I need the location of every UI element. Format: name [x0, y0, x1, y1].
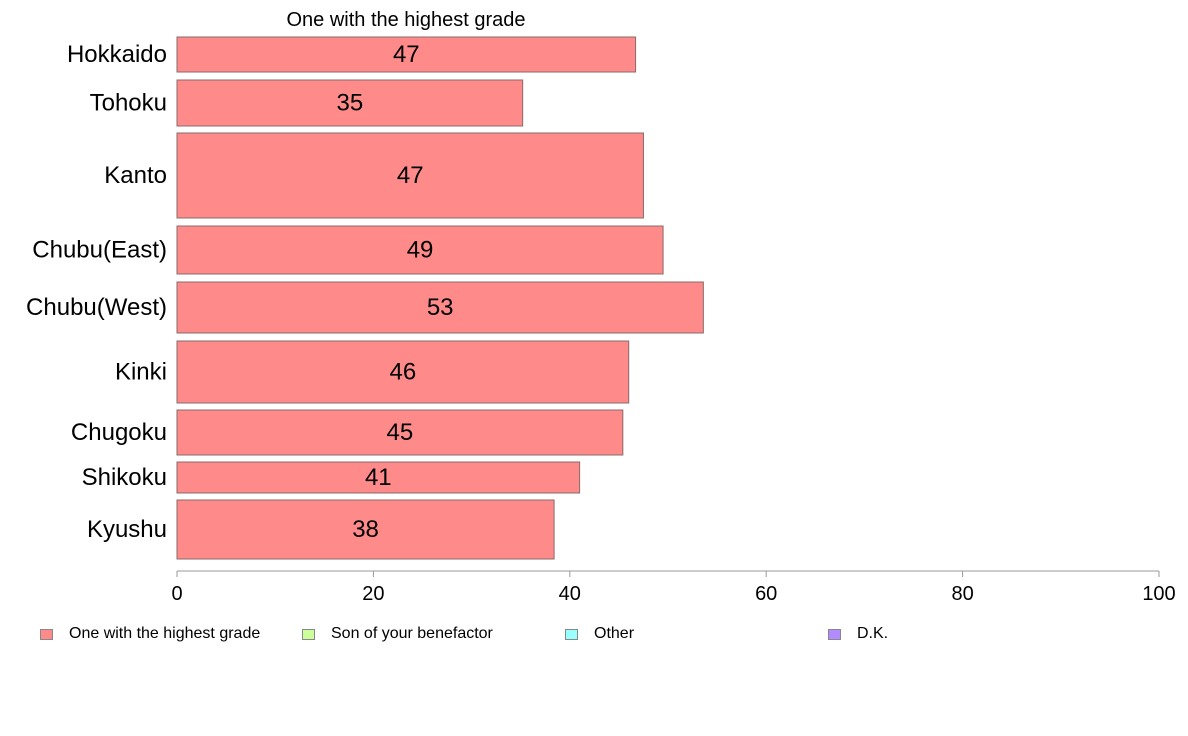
- category-label: Chubu(East): [32, 237, 167, 264]
- value-label: 49: [407, 237, 434, 264]
- x-tick-label: 40: [559, 583, 581, 600]
- category-label: Kanto: [104, 162, 167, 189]
- legend-label: Other: [594, 625, 635, 642]
- bar-shikoku: [176, 461, 581, 494]
- x-tick-label: 0: [171, 583, 182, 600]
- value-label: 41: [365, 464, 392, 491]
- category-label: Tohoku: [90, 90, 167, 117]
- x-tick-label: 20: [362, 583, 384, 600]
- legend-item-highest-grade: One with the highest grade: [40, 622, 260, 646]
- value-label: 38: [352, 516, 379, 543]
- value-label: 35: [336, 90, 363, 117]
- category-label: Chubu(West): [26, 294, 167, 321]
- bar-hokkaido: [176, 36, 637, 73]
- legend-item-benefactor-son: Son of your benefactor: [302, 622, 493, 646]
- bar-chugoku: [176, 409, 624, 456]
- bar-chart: One with the highest grade Hokkaido 47 Toh…: [26, 9, 1176, 600]
- legend-item-dk: D.K.: [828, 622, 888, 646]
- bars-group: Hokkaido 47 Tohoku 35 Kanto 47 Chubu(East) 49 Ch…: [26, 36, 704, 560]
- legend-item-other: Other: [565, 622, 634, 646]
- bar-tohoku: [176, 79, 524, 127]
- legend-swatch-other: [565, 628, 578, 640]
- chart-title: One with the highest grade: [286, 9, 525, 31]
- bar-chubu-west: [176, 281, 704, 334]
- value-label: 46: [390, 359, 417, 386]
- legend-swatch-benefactor-son: [302, 628, 315, 640]
- x-tick-label: 100: [1142, 583, 1175, 600]
- x-tick-label: 80: [951, 583, 973, 600]
- category-label: Kinki: [115, 359, 167, 386]
- value-label: 53: [427, 294, 454, 321]
- legend-label: Son of your benefactor: [331, 625, 493, 642]
- x-axis: 0 20 40 60 80 100: [171, 570, 1176, 600]
- value-label: 45: [387, 419, 414, 446]
- legend-swatch-highest-grade: [40, 628, 53, 640]
- legend: One with the highest grade Son of your b…: [0, 622, 1188, 646]
- bar-chubu-east: [176, 225, 664, 275]
- x-tick-label: 60: [755, 583, 777, 600]
- bar-kyushu: [176, 499, 555, 560]
- bar-kanto: [176, 132, 644, 219]
- legend-label: One with the highest grade: [69, 625, 261, 642]
- category-label: Chugoku: [71, 419, 167, 446]
- legend-swatch-dk: [828, 628, 841, 640]
- category-label: Shikoku: [82, 464, 167, 491]
- value-label: 47: [393, 41, 420, 68]
- value-label: 47: [397, 162, 424, 189]
- bar-kinki: [176, 340, 630, 404]
- category-label: Hokkaido: [67, 41, 167, 68]
- legend-label: D.K.: [857, 625, 889, 642]
- category-label: Kyushu: [87, 516, 167, 543]
